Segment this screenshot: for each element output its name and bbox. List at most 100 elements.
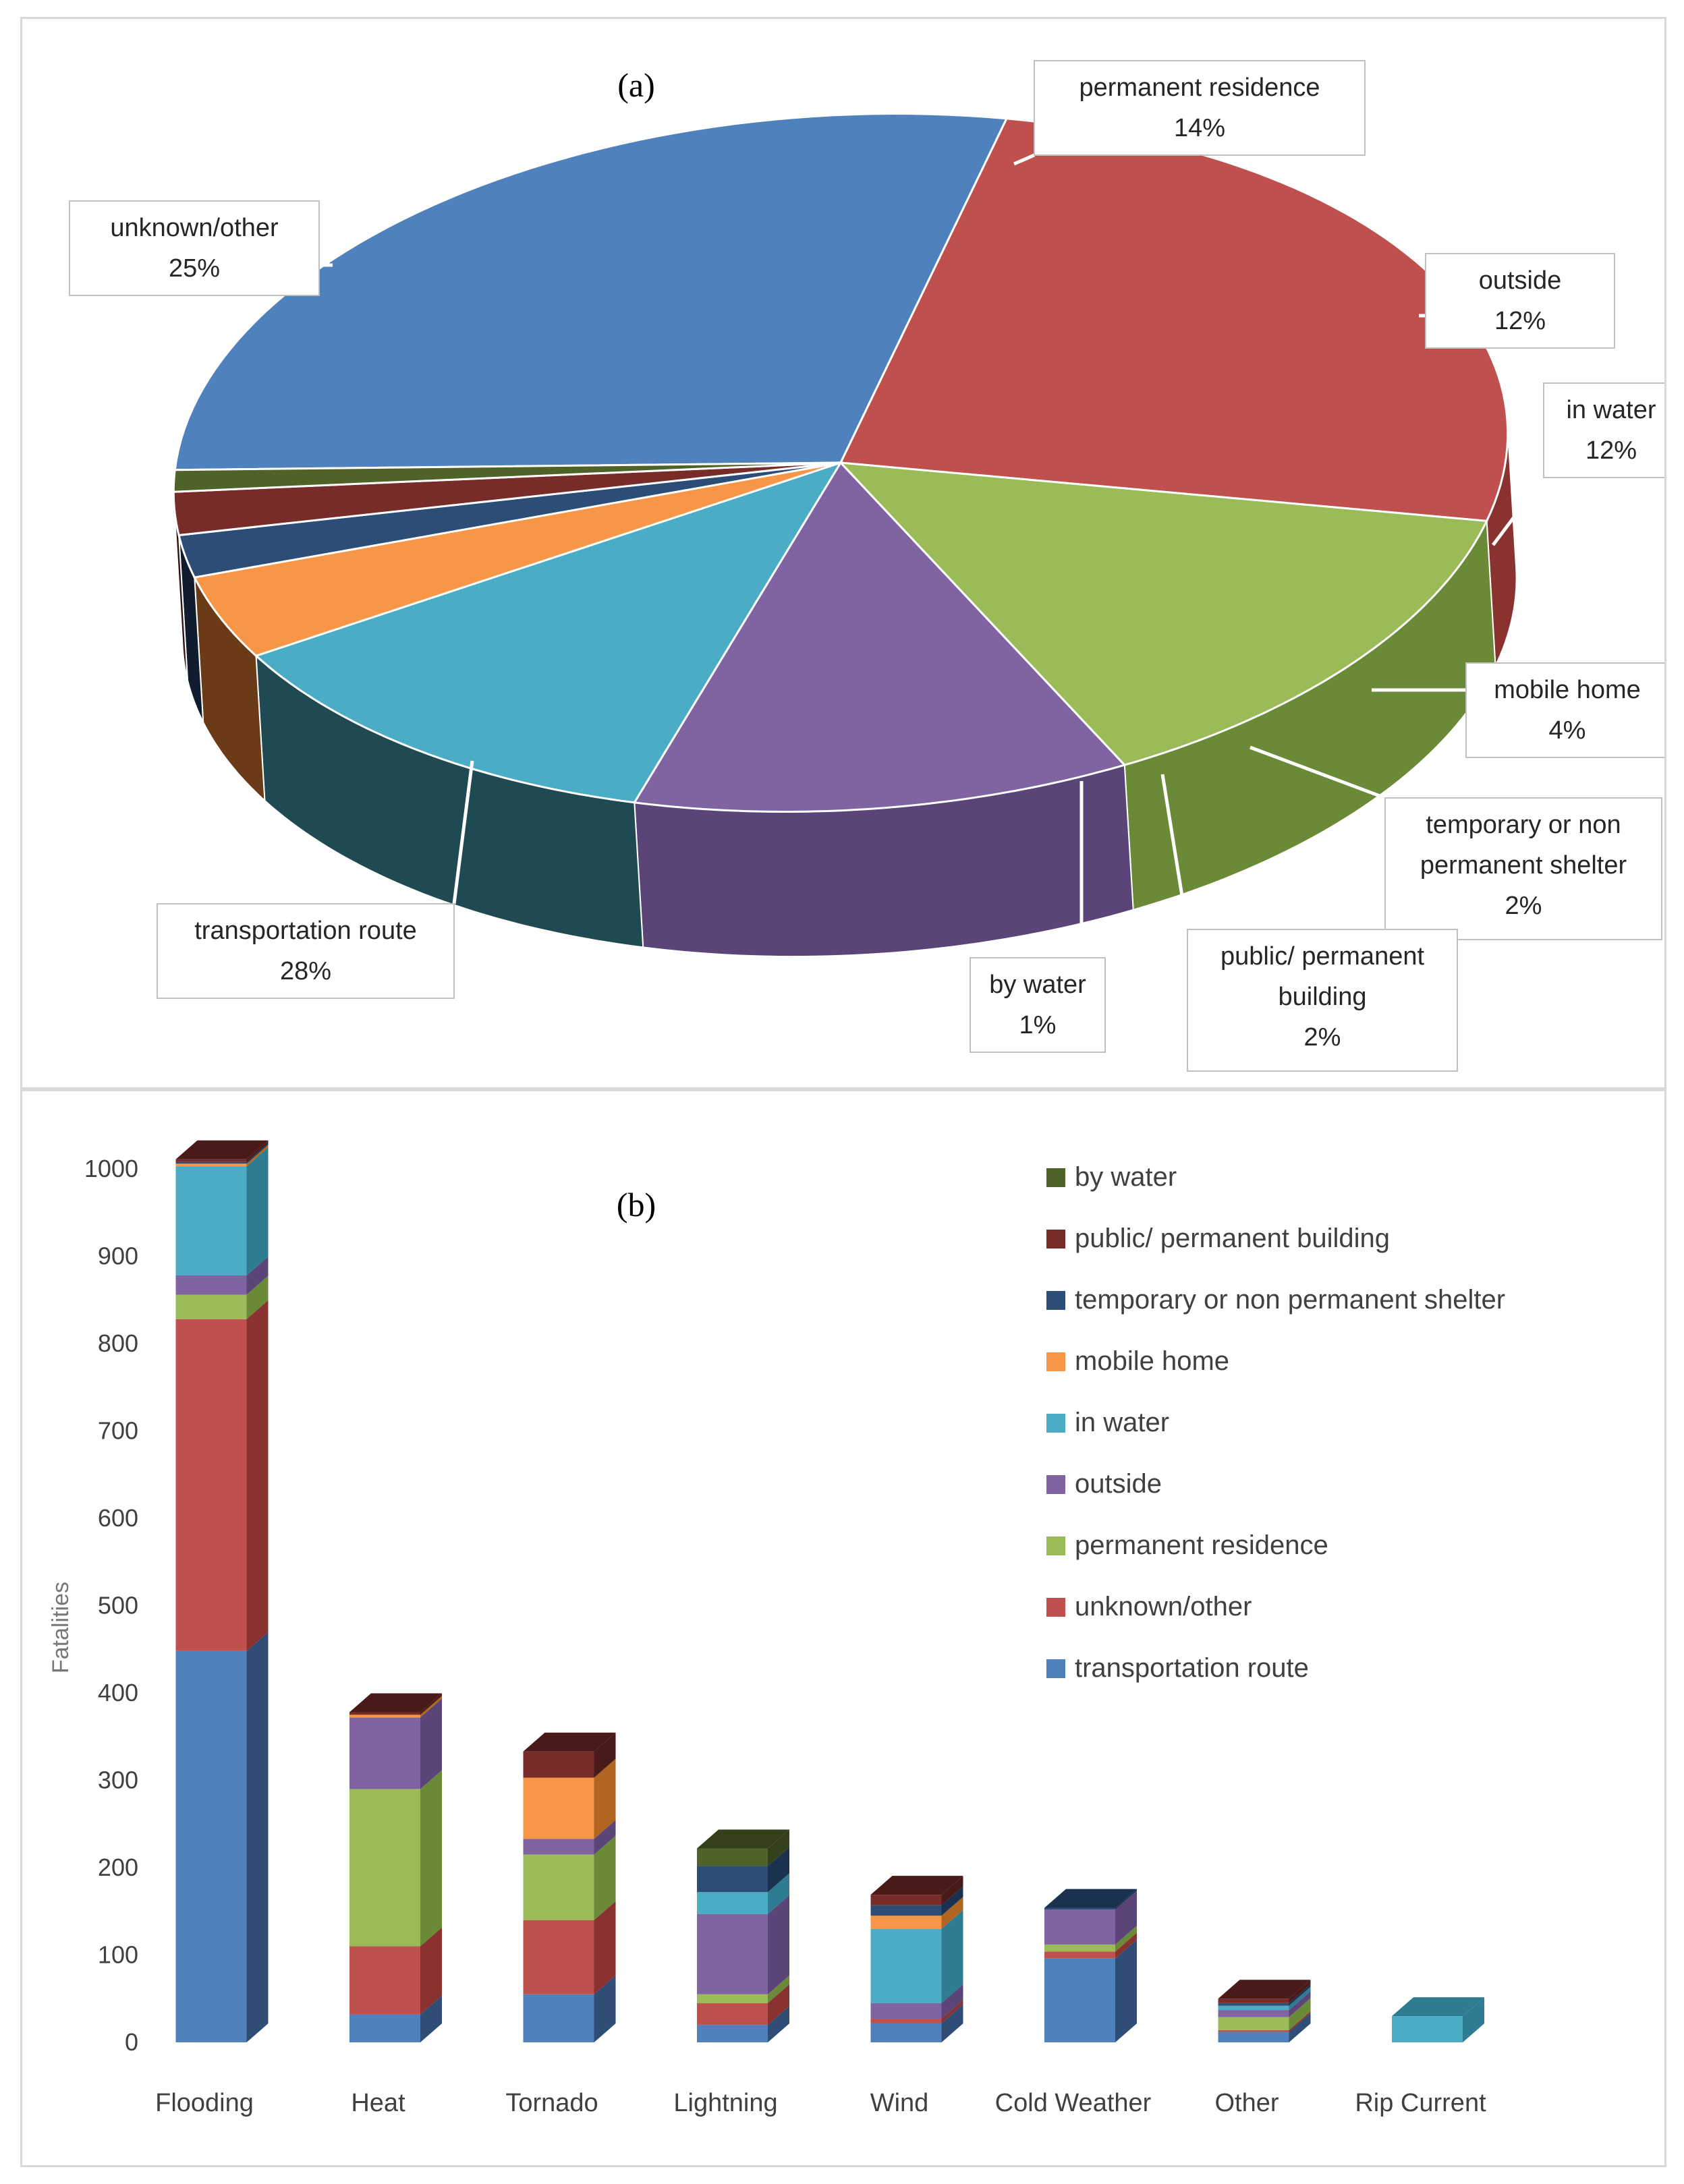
bar-segment-side xyxy=(1463,1997,1484,2042)
pie-chart-panel: permanent residence 14% unknown/other 25% ou… xyxy=(20,17,1679,1089)
callout-box xyxy=(1425,253,1615,349)
bar-segment-side xyxy=(420,1696,442,1718)
callout-label: transportation route xyxy=(194,917,417,945)
bar-stack-cold-weather xyxy=(1044,1889,1137,2042)
callout-leader xyxy=(1160,774,1189,930)
callout-unknown-other: unknown/other 25% xyxy=(69,200,320,296)
pie-slice-by-water xyxy=(172,461,841,493)
legend-item-public-permanent-building: public/ permanent building xyxy=(1046,1224,1390,1253)
bar-segment-side xyxy=(594,1820,616,1855)
bar-segment-side xyxy=(768,2006,789,2042)
bar-stack-lightning xyxy=(697,1829,789,2042)
bar-segment-side xyxy=(941,1984,963,2019)
bar-segment-unknown-other xyxy=(1044,1951,1115,1959)
callout-percent: 4% xyxy=(1549,716,1586,745)
callout-public-permanent-building: public/ permanent building 2% xyxy=(1187,929,1458,1072)
callout-percent: 12% xyxy=(1585,436,1637,465)
callout-leader xyxy=(1013,153,1035,166)
bar-segment-side xyxy=(420,1995,442,2042)
bar-segment-side xyxy=(246,1256,269,1295)
bar-stack-heat xyxy=(349,1693,442,2042)
bar-segment-temporary-or-non-permanent-shelter xyxy=(1044,1907,1115,1910)
bar-segment-side xyxy=(246,1147,269,1275)
legend-label: unknown/other xyxy=(1075,1592,1252,1621)
bar-segment-mobile-home xyxy=(870,1916,942,1929)
x-tick-label: Wind xyxy=(870,2089,929,2117)
callout-box xyxy=(1543,382,1679,478)
callout-box xyxy=(157,903,455,999)
y-tick-label: 900 xyxy=(98,1242,138,1270)
legend-swatch xyxy=(1046,1168,1065,1187)
bar-segment-side xyxy=(594,1901,616,1994)
callout-box xyxy=(1465,662,1669,758)
bar-segment-outside xyxy=(870,2003,942,2019)
legend-swatch xyxy=(1046,1291,1065,1310)
bar-segment-public-permanent-building xyxy=(870,1895,942,1905)
legend-item-transportation-route: transportation route xyxy=(1046,1653,1309,1683)
callout-permanent-residence: permanent residence 14% xyxy=(1034,60,1366,156)
bar-segment-permanent-residence xyxy=(1218,2017,1289,2030)
bar-segment-temporary-or-non-permanent-shelter xyxy=(870,1905,942,1916)
panel-b-label: (b) xyxy=(617,1186,656,1224)
callout-label: in water xyxy=(1566,396,1656,424)
bar-top-face xyxy=(523,1732,616,1752)
legend-item-mobile-home: mobile home xyxy=(1046,1346,1229,1376)
bar-segment-temporary-or-non-permanent-shelter xyxy=(697,1866,768,1893)
bar-segment-side xyxy=(1115,1939,1137,2042)
bar-segment-side xyxy=(768,1873,789,1914)
bar-segment-transportation-route xyxy=(1218,2032,1289,2042)
callout-transportation-route: transportation route 28% xyxy=(157,903,455,999)
callout-leader xyxy=(1492,476,1545,546)
callout-box xyxy=(1034,60,1366,156)
bar-segment-in-water xyxy=(1392,2016,1463,2042)
bar-segment-side xyxy=(941,2000,963,2023)
bar-segment-unknown-other xyxy=(523,1920,594,1994)
bar-segment-permanent-residence xyxy=(349,1789,420,1947)
bar-top-face xyxy=(697,1829,789,1849)
legend-label: outside xyxy=(1075,1469,1162,1499)
bar-top-face xyxy=(1044,1889,1137,1908)
bar-segment-side xyxy=(246,1140,269,1162)
x-tick-label: Other xyxy=(1214,2089,1279,2117)
y-axis-label: Fatalities xyxy=(48,1582,74,1673)
callout-label: permanent shelter xyxy=(1420,851,1627,880)
bar-segment-unknown-other xyxy=(175,1319,247,1651)
bar-segment-side xyxy=(594,1975,616,2042)
bar-segment-side xyxy=(246,1143,269,1164)
bar-segment-in-water xyxy=(1218,2005,1289,2011)
bar-segment-side xyxy=(1289,2013,1311,2042)
legend-swatch xyxy=(1046,1414,1065,1433)
y-tick-label: 800 xyxy=(98,1329,138,1357)
y-tick-label: 600 xyxy=(98,1504,138,1532)
legend-swatch xyxy=(1046,1475,1065,1494)
stacked-bar-chart: 0 100 200 300 400 500 600 700 800 900 1000 Flooding… xyxy=(48,1140,1505,2117)
bar-segment-side xyxy=(1289,2011,1311,2032)
legend-item-in-water: in water xyxy=(1046,1408,1169,1437)
callout-percent: 2% xyxy=(1304,1023,1341,1052)
bar-top-face xyxy=(1392,1997,1484,2017)
callout-label: outside xyxy=(1479,266,1562,295)
legend-item-by-water: by water xyxy=(1046,1162,1177,1192)
bar-segment-transportation-route xyxy=(697,2025,768,2042)
bar-segment-permanent-residence xyxy=(175,1294,247,1319)
y-tick-label: 1000 xyxy=(84,1155,138,1182)
callout-label: by water xyxy=(989,971,1086,999)
bar-segment-side xyxy=(1289,1980,1311,2003)
bar-segment-by-water xyxy=(697,1848,768,1866)
pie-chart: permanent residence 14% unknown/other 25% ou… xyxy=(69,60,1679,1072)
bar-segment-side xyxy=(1289,1986,1311,2011)
bar-segment-temporary-or-non-permanent-shelter xyxy=(175,1161,247,1164)
bar-segment-mobile-home xyxy=(349,1715,420,1718)
callout-percent: 14% xyxy=(1174,114,1225,142)
x-tick-label: Cold Weather xyxy=(995,2089,1152,2117)
bar-segment-permanent-residence xyxy=(697,1994,768,2003)
callout-mobile-home: mobile home 4% xyxy=(1465,662,1669,758)
legend-item-temporary-or-non-permanent-shelter: temporary or non permanent shelter xyxy=(1046,1285,1505,1315)
callout-label: permanent residence xyxy=(1079,74,1320,102)
y-tick-label: 100 xyxy=(98,1941,138,1969)
pie-slice-outside xyxy=(632,461,1127,813)
bar-segment-side xyxy=(1115,1889,1137,1910)
pie-slice-permanent-residence xyxy=(838,461,1488,766)
pie-slice-public-permanent-building xyxy=(172,461,841,537)
x-tick-label: Lightning xyxy=(673,2089,777,2117)
